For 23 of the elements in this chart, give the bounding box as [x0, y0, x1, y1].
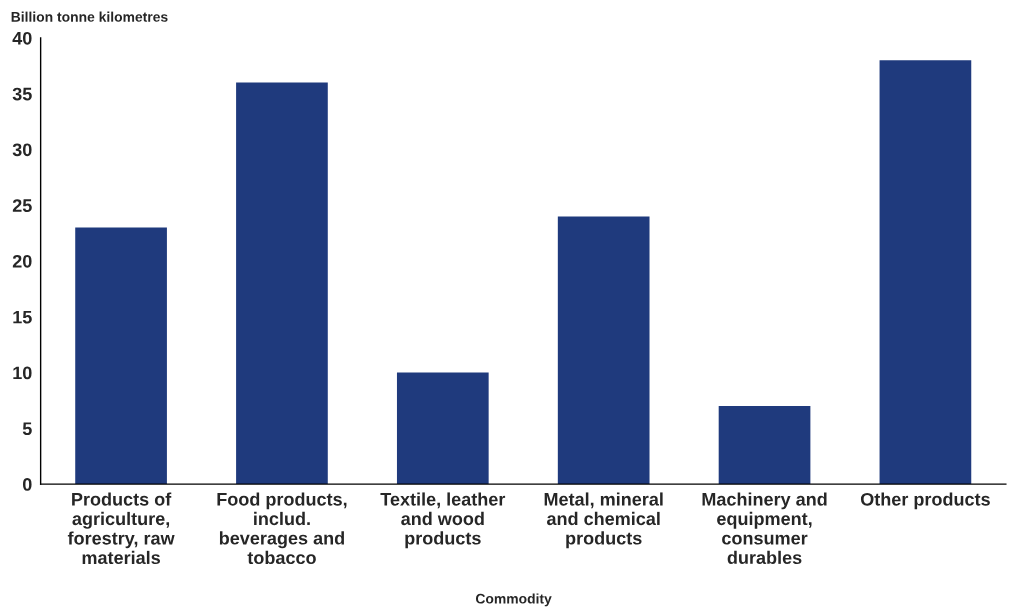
x-tick-label: Food products, includ. beverages and tobacco	[217, 492, 347, 565]
y-tick-label: 0	[22, 478, 32, 491]
y-tick-label: 35	[12, 87, 32, 101]
bar	[718, 406, 811, 485]
bar	[75, 227, 167, 485]
y-tick-label: 15	[13, 310, 32, 324]
y-tick-label: 10	[13, 366, 32, 380]
bar	[236, 82, 328, 485]
y-tick-label: 40	[12, 31, 32, 45]
y-tick-label: 5	[22, 422, 32, 436]
x-tick-label: Other products	[860, 492, 990, 510]
bar	[557, 216, 650, 485]
x-tick-label: Metal, mineral and chemical products	[544, 492, 663, 549]
bar	[879, 60, 972, 485]
y-tick-label: 25	[12, 199, 32, 212]
bar	[396, 372, 489, 485]
x-tick-label: Products of agriculture, forestry, raw materials	[67, 492, 175, 565]
y-tick-label: 30	[12, 143, 32, 157]
y-axis-title: Billion tonne kilometres	[11, 11, 168, 22]
x-tick-label: Machinery and equipment, consumer durables	[702, 492, 827, 565]
x-axis-title: Commodity	[475, 593, 552, 607]
x-tick-label: Textile, leather and wood products	[380, 492, 506, 549]
y-tick-label: 20	[12, 254, 32, 268]
